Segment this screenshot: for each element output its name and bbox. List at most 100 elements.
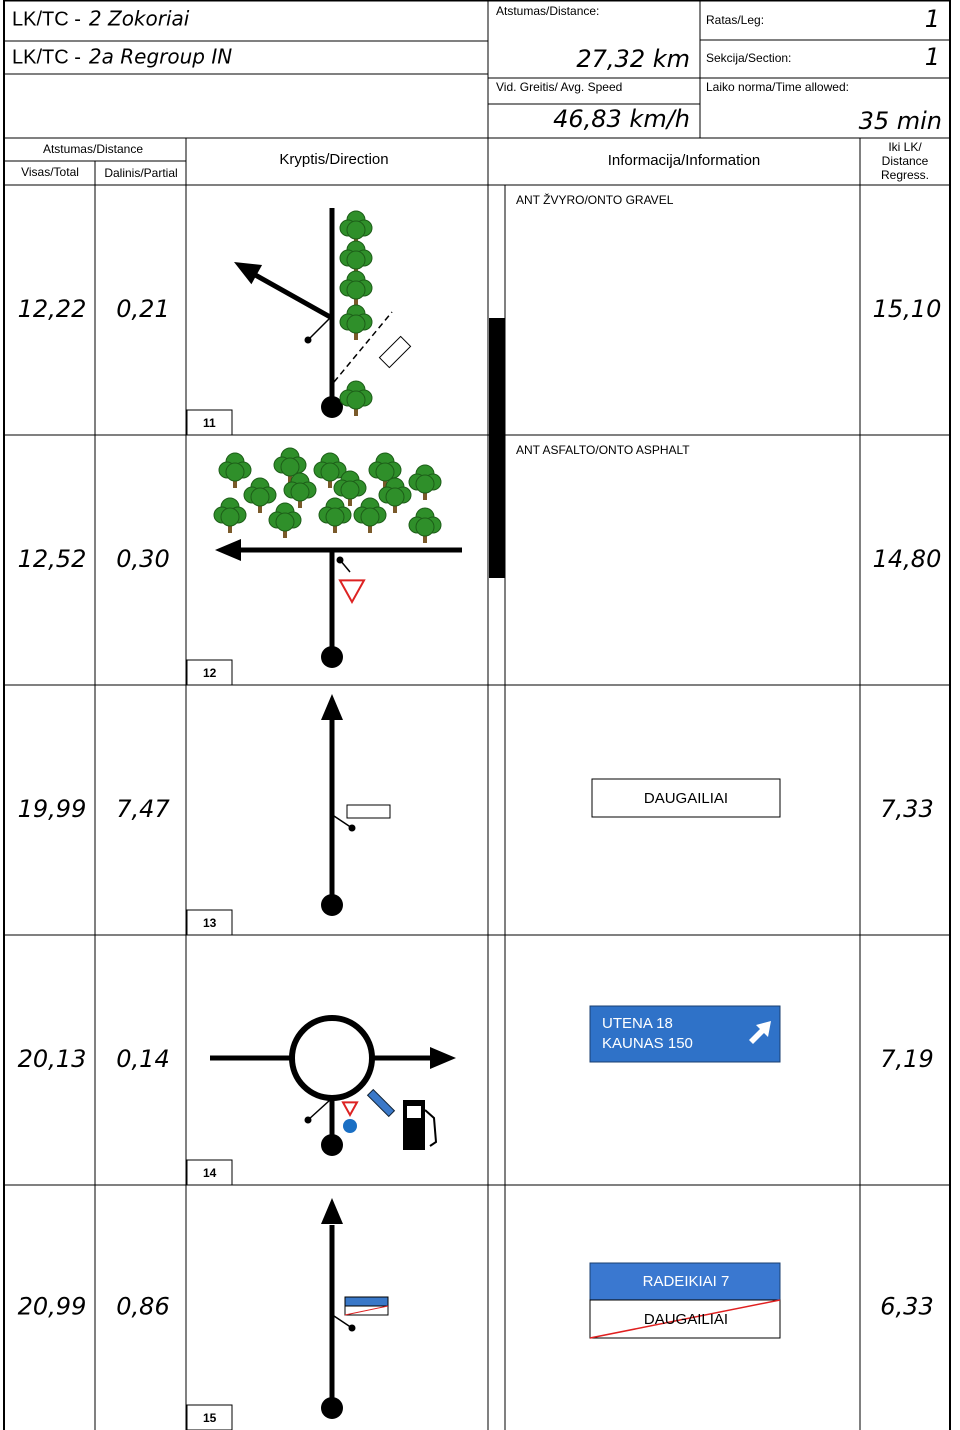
tree-crown [220,507,240,527]
label: 13 [203,916,217,930]
start-dot [321,1134,343,1156]
fuel-window [407,1106,421,1118]
tree-crown [360,507,380,527]
table-lines [3,0,951,1430]
roundabout-sign [343,1119,357,1133]
label: LK/TC - [12,8,81,30]
arrow-head [321,1198,343,1224]
sign [346,804,391,819]
entry-number-box [186,909,233,936]
tree-crown [250,487,270,507]
pointer-dot [348,824,356,832]
tree-crown [346,314,366,334]
label: LK/TC - [12,46,81,68]
label: 12 [203,666,217,680]
strike [589,1299,781,1339]
sign-arrow [749,1021,771,1044]
roundabout [289,1015,375,1101]
surface-bar [489,318,505,578]
strike [344,1305,389,1316]
label: 1 [925,43,940,71]
arrow-head [215,539,241,561]
label: 11 [203,416,216,430]
page-border [3,0,951,1430]
entry-number-box [186,1404,233,1430]
tree-crown [385,487,405,507]
label: 0,21 [116,295,169,323]
label: Iki LK/ [888,140,922,154]
label: Informacija/Information [608,152,761,169]
pointer [333,1315,353,1329]
label: 0,14 [116,1045,169,1073]
label: Sekcija/Section: [706,51,791,65]
texts: LK/TC - 2 Zokoriai LK/TC - 2a Regroup IN Ats… [12,4,942,1425]
label: 15,10 [873,295,942,323]
arrow-head [234,262,263,285]
pointer-dot [304,1116,312,1124]
label: 12,52 [18,545,87,573]
label: Visas/Total [21,165,79,179]
label: ANT ŽVYRO/ONTO GRAVEL [516,192,674,207]
tree-crown [415,517,435,537]
dashed-track [333,311,393,383]
label: KAUNAS 150 [602,1035,693,1052]
tree-crown [325,507,345,527]
label: Kryptis/Direction [279,151,388,168]
direction-diagrams [210,208,781,1419]
tree-crown [346,220,366,240]
pointer-dot [304,336,312,344]
label: 19,99 [18,795,87,823]
label: 27,32 km [576,45,690,73]
arrow-head [430,1047,456,1069]
tree-crown [225,462,245,482]
label: 7,19 [880,1045,933,1073]
pointer-dot [336,556,344,564]
tree-crown [320,462,340,482]
tree-crown [280,457,300,477]
label: 20,99 [18,1293,87,1321]
direction-sign [366,1088,396,1118]
town-sign [591,778,781,818]
label: Laiko norma/Time allowed: [706,80,849,94]
yield-sign [341,1101,359,1118]
label: Dalinis/Partial [104,166,177,180]
label: RADEIKIAI 7 [643,1273,730,1290]
label: Regress. [881,168,929,182]
sign-top [589,1262,781,1301]
label: 35 min [859,107,942,135]
pointer [333,815,353,829]
sign [378,335,412,369]
direction-sign [589,1005,781,1063]
arrow-head [321,694,343,720]
tree-crown [346,280,366,300]
tree-crown [275,512,295,532]
tree-crown [346,390,366,410]
label: 14,80 [873,545,942,573]
start-dot [321,1397,343,1419]
label: 46,83 km/h [553,105,690,133]
tree-crown [415,474,435,494]
label: 15 [203,1411,217,1425]
pointer [307,1099,331,1121]
label: 2 Zokoriai [89,7,190,31]
label: 2a Regroup IN [89,45,232,69]
label: UTENA 18 [602,1015,673,1032]
fuel-hose [424,1109,438,1147]
pointer-dot [348,1324,356,1332]
yield-sign [338,579,366,605]
tree-crown [346,250,366,270]
tree-crown [290,482,310,502]
road [248,269,334,321]
label: Vid. Greitis/ Avg. Speed [496,80,622,94]
pointer [307,317,331,341]
label: DAUGAILIAI [644,1311,728,1328]
label: DAUGAILIAI [644,790,728,807]
start-dot [321,396,343,418]
entry-number-box [186,1159,233,1186]
start-dot [321,894,343,916]
label: 1 [925,5,940,33]
label: 0,86 [116,1293,169,1321]
label: 7,47 [116,795,170,823]
tree-crown [375,462,395,482]
